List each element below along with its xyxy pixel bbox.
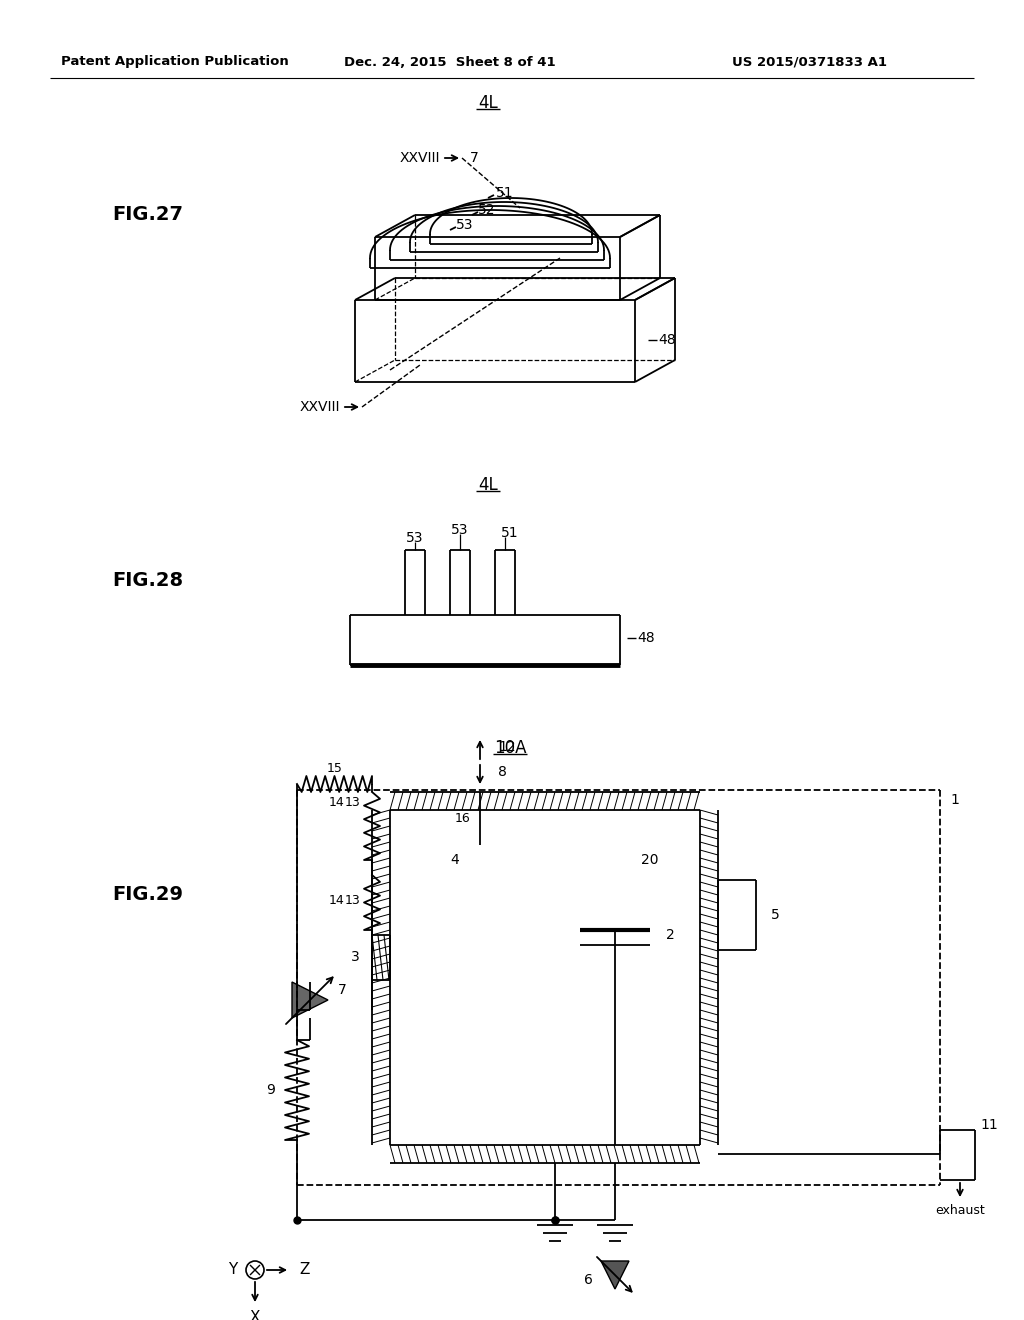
Text: 10A: 10A <box>494 739 526 756</box>
Text: 5: 5 <box>771 908 779 921</box>
Text: 48: 48 <box>637 631 654 645</box>
Text: 13: 13 <box>344 796 360 808</box>
Text: exhaust: exhaust <box>935 1204 985 1217</box>
Text: FIG.28: FIG.28 <box>113 570 183 590</box>
Text: 12: 12 <box>498 741 516 754</box>
Text: 4L: 4L <box>478 477 498 494</box>
Text: 13: 13 <box>344 894 360 907</box>
Text: 8: 8 <box>498 766 507 779</box>
Text: XXVIII: XXVIII <box>399 150 440 165</box>
Text: 14: 14 <box>329 796 344 808</box>
Text: XXVIII: XXVIII <box>299 400 340 414</box>
Text: 15: 15 <box>327 763 343 776</box>
Text: 4L: 4L <box>478 94 498 112</box>
Text: 53: 53 <box>456 218 473 232</box>
Text: 4: 4 <box>451 853 460 867</box>
Text: 3: 3 <box>351 950 360 964</box>
Text: 53: 53 <box>407 531 424 545</box>
Text: 51: 51 <box>496 186 514 201</box>
Polygon shape <box>601 1261 629 1290</box>
Text: Z: Z <box>299 1262 309 1278</box>
Text: 11: 11 <box>980 1118 997 1133</box>
Text: 7: 7 <box>470 150 479 165</box>
Text: 7: 7 <box>338 983 347 997</box>
Text: US 2015/0371833 A1: US 2015/0371833 A1 <box>732 55 888 69</box>
Text: 52: 52 <box>478 203 496 216</box>
Text: 53: 53 <box>452 523 469 537</box>
Text: 1: 1 <box>950 793 958 807</box>
Text: FIG.29: FIG.29 <box>113 886 183 904</box>
Text: Patent Application Publication: Patent Application Publication <box>61 55 289 69</box>
Text: 20: 20 <box>641 853 658 867</box>
Text: X: X <box>250 1311 260 1320</box>
Text: 48: 48 <box>658 333 676 347</box>
Text: 51: 51 <box>501 525 519 540</box>
Text: 9: 9 <box>266 1082 275 1097</box>
Text: 6: 6 <box>584 1272 593 1287</box>
Text: 2: 2 <box>666 928 675 942</box>
Text: 16: 16 <box>455 812 470 825</box>
Text: 14: 14 <box>329 894 344 907</box>
Text: FIG.27: FIG.27 <box>113 206 183 224</box>
Polygon shape <box>292 982 328 1018</box>
Text: Y: Y <box>227 1262 237 1278</box>
Text: Dec. 24, 2015  Sheet 8 of 41: Dec. 24, 2015 Sheet 8 of 41 <box>344 55 556 69</box>
